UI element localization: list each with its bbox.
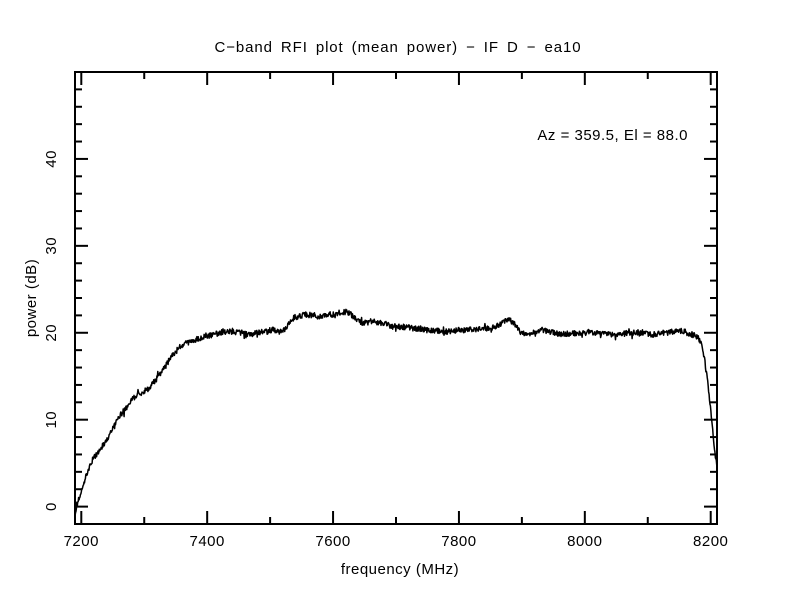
y-tick-label: 30 (43, 237, 60, 255)
x-axis-label: frequency (MHz) (341, 561, 459, 578)
x-tick-label: 7200 (64, 533, 99, 550)
plot-title: C−band RFI plot (mean power) − IF D − ea… (214, 39, 581, 56)
tick-labels: 7200 7400 7600 7800 8000 8200 0 10 20 30 40 (43, 150, 728, 550)
x-tick-label: 7800 (441, 533, 476, 550)
power-trace (74, 308, 718, 518)
y-tick-label: 0 (43, 502, 60, 511)
pointing-annotation: Az = 359.5, El = 88.0 (537, 127, 688, 144)
axis-ticks (75, 72, 717, 525)
x-tick-label: 8200 (693, 533, 728, 550)
y-axis-label: power (dB) (23, 259, 40, 337)
mean-power-line (74, 308, 718, 518)
x-tick-label: 7600 (315, 533, 350, 550)
x-tick-label: 7400 (189, 533, 224, 550)
y-tick-label: 10 (43, 411, 60, 429)
y-tick-label: 40 (43, 150, 60, 168)
y-tick-label: 20 (43, 324, 60, 342)
x-tick-label: 8000 (567, 533, 602, 550)
